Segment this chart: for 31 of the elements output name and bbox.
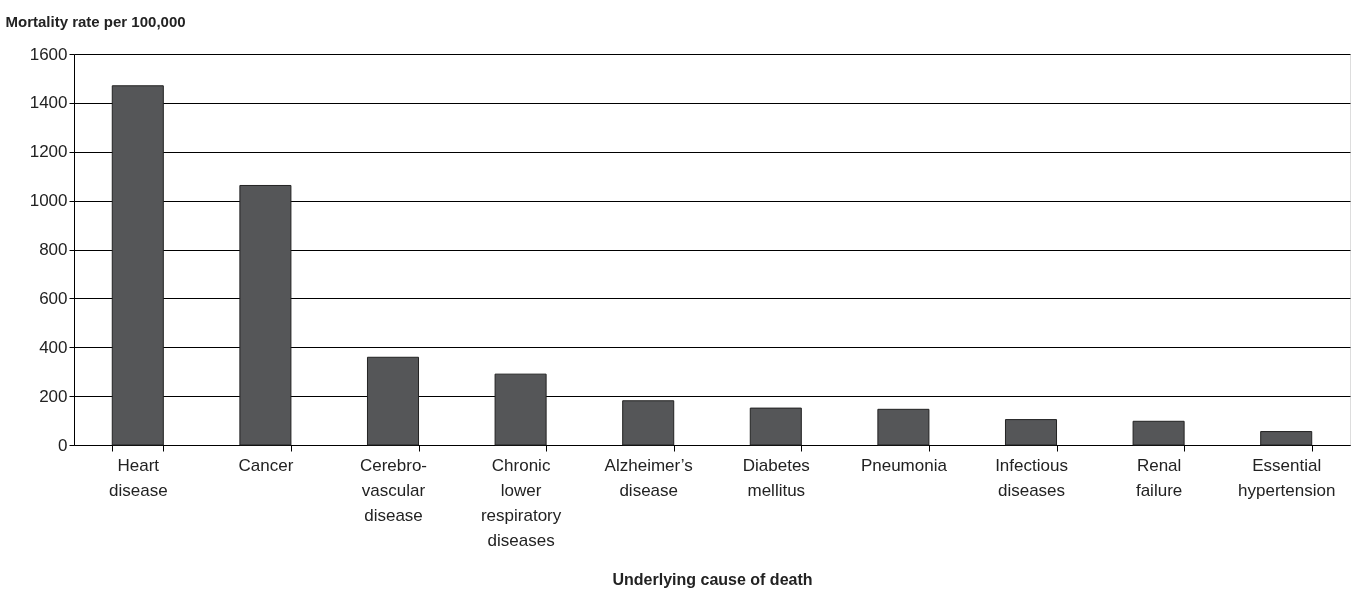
x-axis-title: Underlying cause of death: [612, 570, 813, 588]
x-tick-label: Infectious diseases: [995, 455, 1068, 500]
bar: [749, 407, 802, 446]
y-axis-title: Mortality rate per 100,000: [5, 12, 186, 30]
bar: [111, 85, 164, 446]
bar: [366, 356, 420, 446]
x-tick-label: Diabetes mellitus: [742, 455, 810, 500]
bar: [1132, 420, 1185, 446]
y-tick-label: 1200: [29, 142, 68, 162]
bar: [622, 400, 675, 446]
y-tick-label: 0: [58, 435, 68, 455]
y-tick-label: 1400: [29, 93, 68, 113]
bar: [1260, 431, 1313, 446]
y-tick-label: 800: [39, 240, 68, 259]
x-tick-label: Pneumonia: [860, 455, 948, 475]
bar: [239, 184, 292, 446]
bar: [1004, 419, 1058, 446]
y-tick-label: 1600: [29, 44, 68, 64]
x-tick-label: Essential hypertension: [1238, 455, 1336, 500]
x-tick-label: Renal failure: [1135, 455, 1183, 500]
bar: [877, 408, 930, 446]
bar: [494, 373, 547, 446]
x-tick-label: Cancer: [238, 455, 294, 475]
y-tick-label: 1000: [29, 191, 68, 211]
x-tick-label: Alzheimer’s disease: [604, 455, 693, 500]
y-tick-label: 200: [39, 386, 68, 406]
x-tick-label: Cerebro- vascular disease: [359, 455, 428, 525]
y-tick-label: 400: [39, 337, 68, 357]
x-tick-label: Chronic lower respiratory diseases: [480, 455, 562, 550]
y-tick-label: 600: [39, 288, 68, 308]
x-tick-label: Heart disease: [109, 455, 168, 500]
